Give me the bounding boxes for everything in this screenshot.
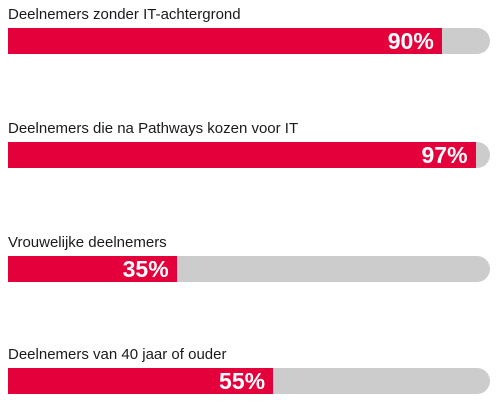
bar-fill: 35% (8, 256, 177, 282)
bar-value-label: 97% (421, 142, 468, 168)
bar-label: Deelnemers die na Pathways kozen voor IT (8, 120, 299, 137)
bar-track: 97% (8, 142, 490, 168)
bar-track: 55% (8, 368, 490, 394)
bar-fill: 97% (8, 142, 476, 168)
bar-track: 35% (8, 256, 490, 282)
bar-label: Deelnemers van 40 jaar of ouder (8, 346, 227, 363)
bar-label: Vrouwelijke deelnemers (8, 234, 167, 251)
bar-fill: 90% (8, 28, 442, 54)
bar-label: Deelnemers zonder IT-achtergrond (8, 6, 241, 23)
bar-value-label: 55% (219, 368, 266, 394)
bar-value-label: 90% (387, 28, 434, 54)
bar-fill: 55% (8, 368, 274, 394)
bar-value-label: 35% (122, 256, 169, 282)
bar-track: 90% (8, 28, 490, 54)
